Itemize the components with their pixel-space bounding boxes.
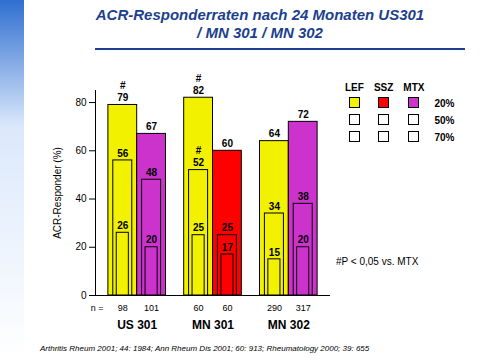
svg-text:15: 15: [269, 247, 281, 258]
svg-text:317: 317: [296, 303, 311, 313]
svg-text:60: 60: [222, 138, 234, 149]
svg-text:72: 72: [298, 109, 310, 120]
svg-text:20: 20: [75, 241, 87, 252]
svg-text:82: 82: [193, 85, 205, 96]
html-text:MTX: MTX: [403, 82, 425, 93]
svg-text:n =: n =: [91, 303, 104, 313]
html-text:LEF: LEF: [345, 82, 364, 93]
svg-text:#: #: [120, 80, 126, 91]
html-text:SSZ: SSZ: [373, 82, 394, 93]
svg-text:20: 20: [298, 234, 310, 245]
svg-text:#: #: [196, 145, 202, 156]
svg-text:60: 60: [222, 303, 232, 313]
svg-text:ACR-Responder (%): ACR-Responder (%): [52, 147, 63, 239]
svg-text:20: 20: [146, 234, 158, 245]
svg-text:56: 56: [117, 148, 129, 159]
svg-text:101: 101: [144, 303, 159, 313]
svg-text:79: 79: [117, 92, 129, 103]
svg-text:MN 302: MN 302: [268, 318, 310, 332]
svg-text:US 301: US 301: [117, 318, 157, 332]
svg-text:48: 48: [146, 167, 158, 178]
svg-text:MN 301: MN 301: [192, 318, 234, 332]
svg-text:25: 25: [193, 222, 205, 233]
svg-text:26: 26: [117, 220, 129, 231]
svg-text:64: 64: [269, 128, 281, 139]
svg-text:17: 17: [222, 242, 234, 253]
html-text:#P < 0,05 vs. MTX: #P < 0,05 vs. MTX: [336, 256, 419, 267]
html-text:Arthritis Rheum 2001; 44: 1984: Arthritis Rheum 2001; 44: 1984; Ann Rheu…: [40, 344, 370, 353]
svg-text:40: 40: [75, 193, 87, 204]
svg-text:60: 60: [75, 145, 87, 156]
svg-text:80: 80: [75, 97, 87, 108]
svg-text:52: 52: [193, 157, 205, 168]
html-text:ACR-Responderraten nach 24 Mon: ACR-Responderraten nach 24 Monaten US301…: [95, 6, 425, 41]
svg-text:34: 34: [269, 201, 281, 212]
svg-text:#: #: [196, 73, 202, 84]
svg-text:98: 98: [118, 303, 128, 313]
svg-text:60: 60: [194, 303, 204, 313]
html-text:50%: 50%: [434, 115, 455, 126]
svg-text:38: 38: [298, 191, 310, 202]
html-text:70%: 70%: [434, 132, 455, 143]
svg-text:67: 67: [146, 121, 158, 132]
svg-text:25: 25: [222, 222, 234, 233]
svg-text:0: 0: [81, 290, 87, 301]
html-text:20%: 20%: [434, 98, 455, 109]
svg-text:290: 290: [267, 303, 282, 313]
